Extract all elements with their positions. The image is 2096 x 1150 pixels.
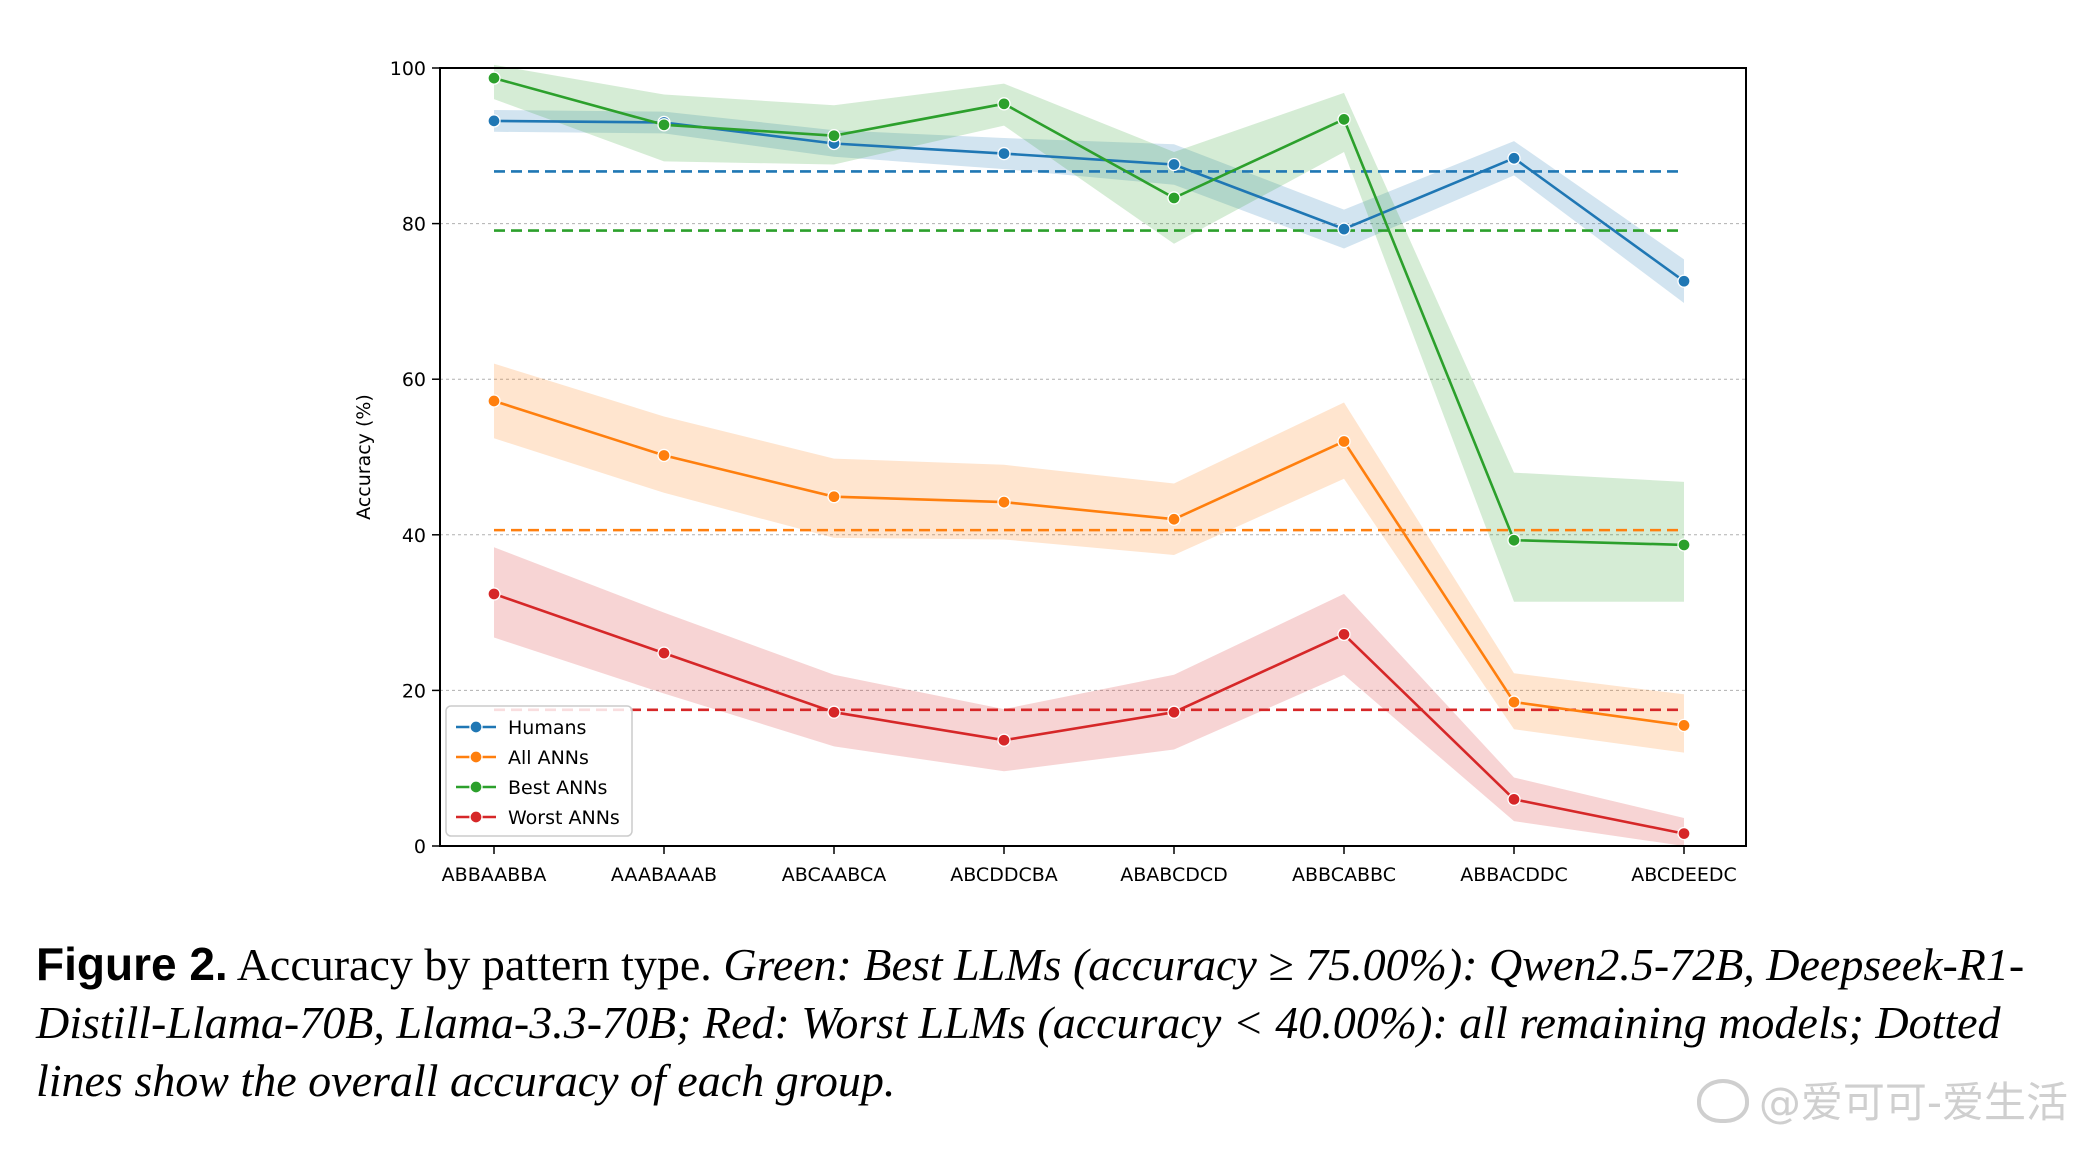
data-point (487, 71, 501, 85)
series-line (493, 592, 1685, 835)
x-tick-label: AAABAAAB (611, 864, 717, 886)
legend-label: Worst ANNs (508, 807, 620, 829)
x-tick-label: ABCDDCBA (950, 864, 1058, 886)
y-tick-label: 20 (402, 680, 426, 702)
series-lines (493, 76, 1685, 835)
legend-marker (469, 720, 483, 734)
confidence-bands (494, 64, 1684, 846)
y-axis-label: Accuracy (%) (353, 394, 375, 520)
data-point (1677, 718, 1691, 733)
data-point (1167, 705, 1181, 719)
series-line (493, 76, 1685, 547)
x-tick-label: ABBCABBC (1292, 864, 1396, 886)
data-point (1507, 695, 1521, 709)
figure-caption: Figure 2. Accuracy by pattern type. Gree… (36, 935, 2076, 1110)
data-point (657, 118, 671, 132)
series-line (493, 399, 1685, 727)
data-point (657, 448, 671, 463)
grid-lines (440, 223, 1746, 691)
data-point (1677, 538, 1691, 552)
confidence-band (494, 64, 1684, 602)
legend-marker (469, 810, 483, 824)
legend-marker (469, 750, 483, 764)
weibo-logo-icon (1696, 1079, 1749, 1123)
data-point (1677, 274, 1691, 288)
data-point (1677, 826, 1691, 841)
plot-frame (439, 67, 1747, 847)
accuracy-chart: 0 20 40 60 80 100 ABBAABBA AAABAAAB ABCAABCA ABC… (353, 58, 1747, 886)
x-tick-label: ABCAABCA (782, 864, 886, 886)
series-markers (487, 71, 1691, 841)
data-point (1167, 157, 1181, 172)
data-point (1507, 151, 1521, 165)
data-point (487, 114, 501, 128)
data-point (1337, 222, 1351, 236)
confidence-band (494, 547, 1684, 846)
data-point (827, 490, 841, 504)
x-tick-label: ABBACDDC (1460, 864, 1568, 886)
data-point (827, 705, 841, 719)
watermark: @爱可可-爱生活 (1696, 1069, 2068, 1130)
data-point (487, 587, 501, 601)
figure-label: Figure 2. (36, 938, 228, 990)
x-tick-label: ABABCDCD (1120, 864, 1228, 886)
y-tick-label: 100 (390, 58, 426, 80)
legend-marker (469, 780, 483, 794)
data-point (997, 97, 1011, 111)
data-point (997, 495, 1011, 509)
legend-label: All ANNs (508, 747, 589, 769)
data-point (1337, 434, 1351, 449)
caption-title: Accuracy by pattern type. (236, 939, 712, 990)
overall-accuracy-lines (494, 170, 1684, 712)
y-tick-label: 40 (402, 525, 426, 547)
y-axis-ticks: 0 20 40 60 80 100 (390, 58, 440, 858)
data-point (997, 146, 1011, 161)
caption-description: Green: Best LLMs (accuracy ≥ 75.00%): Qw… (36, 939, 2025, 1106)
confidence-band (494, 110, 1684, 303)
y-tick-label: 60 (402, 369, 426, 391)
y-tick-label: 80 (402, 214, 426, 236)
watermark-text: @爱可可-爱生活 (1758, 1078, 2068, 1127)
x-tick-label: ABBAABBA (442, 864, 547, 886)
legend: Humans All ANNs Best ANNs Worst ANNs (445, 705, 633, 837)
data-point (1337, 112, 1351, 126)
data-point (1337, 627, 1351, 642)
legend-label: Best ANNs (508, 777, 607, 799)
data-point (1507, 792, 1521, 806)
confidence-band (494, 363, 1684, 753)
data-point (1167, 191, 1181, 205)
data-point (827, 129, 841, 143)
legend-label: Humans (508, 717, 586, 739)
data-point (1167, 512, 1181, 526)
x-axis-ticks: ABBAABBA AAABAAAB ABCAABCA ABCDDCBA ABABCDCD… (442, 846, 1737, 886)
data-point (997, 733, 1011, 747)
data-point (657, 646, 671, 660)
y-tick-label: 0 (414, 836, 426, 858)
data-point (1507, 533, 1521, 547)
x-tick-label: ABCDEEDC (1631, 864, 1737, 886)
data-point (487, 394, 501, 408)
legend-frame (445, 705, 633, 837)
